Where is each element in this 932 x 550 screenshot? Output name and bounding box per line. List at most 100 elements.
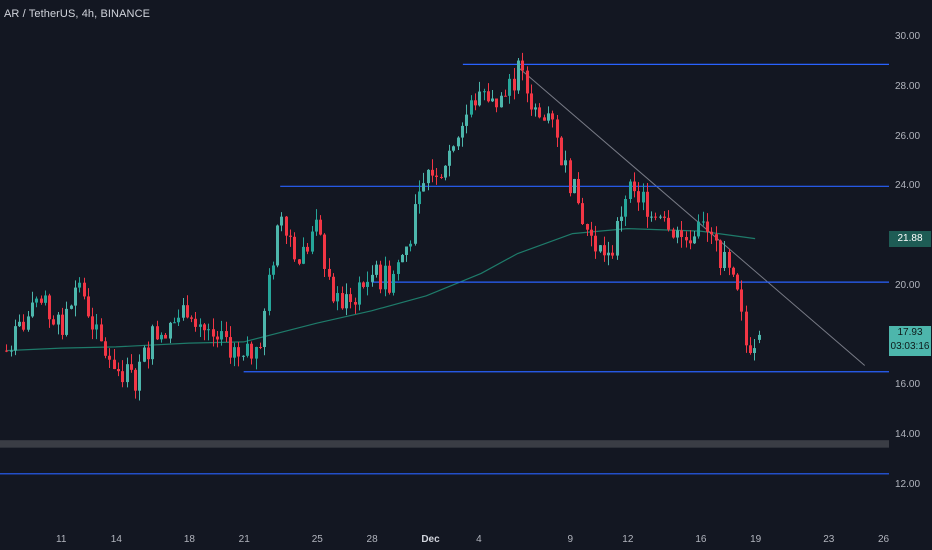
candle-body [749, 345, 752, 354]
countdown-timer: 03:03:16 [890, 341, 930, 353]
candle-body [697, 221, 700, 237]
candle-body [10, 350, 13, 352]
candle-body [27, 316, 30, 330]
candle-body [384, 265, 387, 290]
candle-body [18, 321, 21, 327]
candle-body [422, 183, 425, 192]
candle-body [586, 223, 589, 230]
time-axis[interactable]: 11 14 18 21 25 28 Dec 4 9 12 16 19 23 26 [0, 524, 889, 550]
price-tick-label: 12.00 [895, 479, 921, 490]
candle-body [285, 216, 288, 236]
candle-body [564, 160, 567, 166]
candle-body [121, 371, 124, 383]
candle-body [526, 70, 529, 94]
price-tick-label: 26.00 [895, 130, 921, 142]
candle-body [65, 308, 68, 335]
candle-body [547, 113, 550, 121]
candle-body [48, 295, 51, 320]
candle-body [521, 60, 524, 71]
candle-body [581, 203, 584, 224]
candle-body [448, 150, 451, 166]
candle-body [504, 95, 507, 97]
candle-body [654, 216, 657, 218]
candle-body [298, 259, 301, 264]
candle-body [87, 296, 90, 317]
candle-body [349, 294, 352, 303]
candle-body [650, 216, 653, 218]
candle-body [250, 343, 253, 359]
candle-body [543, 117, 546, 121]
candle-body [315, 219, 318, 232]
candle-body [345, 294, 348, 309]
candle-body [57, 314, 60, 325]
candle-body [530, 93, 533, 110]
candle-body [263, 310, 266, 348]
time-tick-label: 23 [823, 534, 835, 545]
candle-body [508, 78, 511, 96]
candle-body [440, 176, 443, 178]
candle-body [358, 282, 361, 305]
time-tick-label: 4 [476, 534, 482, 545]
candle-body [237, 347, 240, 357]
candle-body [517, 60, 520, 91]
candle-body [40, 298, 43, 303]
candle-body [280, 216, 283, 226]
candle-body [177, 317, 180, 323]
candle-body [379, 264, 382, 290]
candle-body [388, 265, 391, 293]
candle-body [569, 160, 572, 194]
candle-body [599, 245, 602, 252]
candle-body [246, 343, 249, 356]
candle-body [156, 326, 159, 340]
candle-body [194, 318, 197, 327]
candle-body [199, 324, 202, 327]
candle-body [375, 264, 378, 275]
candle-body [483, 91, 486, 93]
candle-body [719, 240, 722, 269]
time-tick-label: 28 [366, 534, 378, 545]
candle-body [620, 216, 623, 221]
candle-body [5, 350, 8, 352]
candle-body [186, 305, 189, 318]
candle-body [366, 281, 369, 287]
time-tick-label: 21 [238, 534, 250, 545]
candle-body [169, 322, 172, 339]
candle-body [487, 91, 490, 102]
time-tick-label: 25 [311, 534, 323, 545]
candle-body [551, 113, 554, 120]
candle-body [465, 114, 468, 126]
candle-body [203, 324, 206, 331]
candle-body [491, 98, 494, 102]
candle-body [452, 146, 455, 151]
candle-body [164, 334, 167, 339]
candle-body [117, 369, 120, 372]
candle-body [693, 236, 696, 244]
candle-body [100, 324, 103, 342]
candle-body [22, 321, 25, 330]
candle-body [642, 191, 645, 203]
candle-body [61, 314, 64, 335]
candle-body [31, 302, 34, 317]
candle-body [78, 282, 81, 288]
candle-body [323, 234, 326, 269]
candle-body [220, 331, 223, 340]
candle-body [328, 268, 331, 277]
time-tick-label: 14 [110, 534, 122, 545]
candle-body [207, 329, 210, 331]
candle-body [667, 217, 670, 230]
moving-average-line [6, 227, 756, 352]
candle-body [461, 125, 464, 138]
candle-body [319, 219, 322, 235]
candle-body [611, 252, 614, 256]
price-chart[interactable] [0, 0, 889, 524]
candle-body [35, 298, 38, 303]
candle-body [126, 364, 129, 383]
candle-body [431, 169, 434, 176]
candle-body [182, 305, 185, 318]
candle-body [409, 243, 412, 247]
chart-area[interactable]: AR / TetherUS, 4h, BINANCE [0, 0, 889, 524]
candle-body [311, 231, 314, 252]
price-tick-label: 14.00 [895, 429, 921, 441]
price-axis[interactable]: 30.0028.0026.0024.0022.0020.0018.0016.00… [889, 0, 932, 524]
candle-body [397, 262, 400, 274]
